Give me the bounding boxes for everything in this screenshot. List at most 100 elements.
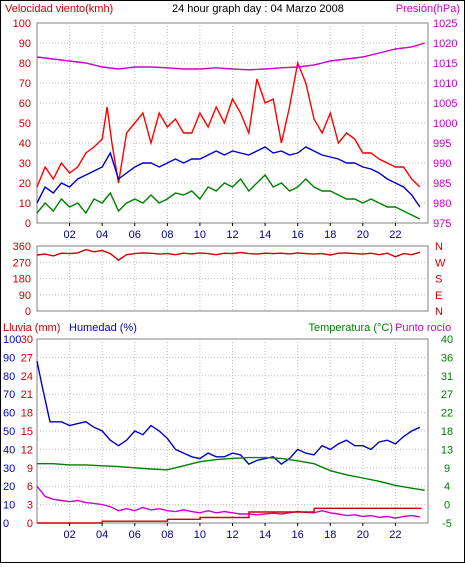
direction-axis-tick-label: 180 [13,274,31,286]
compass-label: W [435,257,446,269]
wind-xtick-label: 18 [324,229,336,241]
humidity-xtick-label: 18 [324,529,336,541]
dewpoint-axis-label: Punto rocío [395,322,451,334]
humidity-xtick-label: 06 [129,529,141,541]
wind-axis-tick-label: 0 [25,218,31,230]
humidity-xtick-label: 16 [292,529,304,541]
rain-axis-tick-label: 24 [21,371,33,383]
humidity-xtick-label: 22 [389,529,401,541]
temperature-axis-tick-label: 31 [441,371,453,383]
humidity-axis-tick-label: 70 [3,389,15,401]
rain-axis-tick-label: 3 [27,500,33,512]
wind-axis-tick-label: 60 [19,98,31,110]
wind-xtick-label: 16 [292,229,304,241]
pressure-axis-tick-label: 980 [433,198,451,210]
rain-axis-tick-label: 27 [21,352,33,364]
pressure-line [36,42,425,71]
wind-axis-tick-label: 10 [19,198,31,210]
rain-axis-tick-label: 9 [27,463,33,475]
wind-gust-line [36,60,421,188]
compass-label: N [435,241,443,253]
temperature-axis-tick-label: 13 [441,444,453,456]
rain-axis-tick-label: 30 [21,334,33,346]
compass-label: S [435,274,442,286]
rain-axis-tick-label: 21 [21,389,33,401]
wind-axis-tick-label: 80 [19,58,31,70]
humidity-axis-tick-label: 40 [3,444,15,456]
pressure-axis-tick-label: 990 [433,158,451,170]
pressure-axis-tick-label: 1010 [433,78,457,90]
temperature-axis-tick-label: 9 [444,463,450,475]
temperature-axis-tick-label: 0 [444,500,450,512]
wind-axis-tick-label: 40 [19,138,31,150]
wind-axis-tick-label: 50 [19,118,31,130]
wind-axis-tick-label: 20 [19,178,31,190]
humidity-axis-tick-label: 10 [3,500,15,512]
humidity-xtick-label: 04 [96,529,108,541]
humidity-axis-tick-label: 60 [3,408,15,420]
rain-axis-tick-label: 12 [21,444,33,456]
temperature-axis-tick-label: 4 [444,481,450,493]
temperature-axis-tick-label: 36 [441,352,453,364]
wind-average-line [36,146,421,208]
humidity-axis-tick-label: 90 [3,352,15,364]
rain-axis-tick-label: 6 [27,481,33,493]
pressure-axis-tick-label: 1020 [433,38,457,50]
direction-axis-tick-label: 90 [19,290,31,302]
rain-axis-tick-label: 18 [21,408,33,420]
humidity-xtick-label: 14 [259,529,271,541]
humidity-line [36,360,421,465]
temperature-axis-label: Temperatura (°C) [309,322,393,334]
wind-pressure-panel: 0102030405060708090100975980985990995100… [13,18,458,241]
temperature-axis-tick-label: -5 [442,518,452,530]
wind-axis-tick-label: 30 [19,158,31,170]
direction-axis-tick-label: 270 [13,257,31,269]
pressure-axis-tick-label: 1015 [433,58,457,70]
humidity-xtick-label: 20 [357,529,369,541]
humidity-xtick-label: 10 [194,529,206,541]
wind-direction-line [36,248,421,261]
dewpoint-line [36,485,421,519]
pressure-axis-tick-label: 1005 [433,98,457,110]
direction-axis-tick-label: 360 [13,241,31,253]
humidity-axis-tick-label: 20 [3,481,15,493]
direction-axis-tick-label: 0 [25,306,31,318]
rain-axis-tick-label: 15 [21,426,33,438]
pressure-axis-label: Presión(hPa) [396,3,460,15]
wind-xtick-label: 10 [194,229,206,241]
humidity-xtick-label: 02 [63,529,75,541]
pressure-axis-tick-label: 975 [433,218,451,230]
humidity-axis-tick-label: 80 [3,371,15,383]
humidity-xtick-label: 08 [161,529,173,541]
pressure-axis-tick-label: 995 [433,138,451,150]
humidity-axis-tick-label: 0 [3,518,9,530]
humidity-axis-tick-label: 50 [3,426,15,438]
wind-xtick-label: 22 [389,229,401,241]
wind-axis-tick-label: 90 [19,38,31,50]
rain-axis-tick-label: 0 [27,518,33,530]
humidity-axis-tick-label: 100 [3,334,21,346]
temperature-axis-tick-label: 22 [441,408,453,420]
humidity-xtick-label: 12 [226,529,238,541]
pressure-axis-tick-label: 1025 [433,18,457,30]
humidity-axis-tick-label: 30 [3,463,15,475]
wind-xtick-label: 06 [129,229,141,241]
compass-label: N [435,306,443,318]
humidity-temperature-panel: 0102030405060708090100036912151821242730… [3,334,453,541]
temperature-axis-tick-label: 18 [441,426,453,438]
wind-axis-label: Velocidad viento(kmh) [5,3,113,15]
rain-line [37,507,422,524]
wind-axis-tick-label: 70 [19,78,31,90]
wind-xtick-label: 12 [226,229,238,241]
pressure-axis-tick-label: 1000 [433,118,457,130]
rain-axis-label: Lluvia (mm) [3,322,60,334]
wind-xtick-label: 08 [161,229,173,241]
temperature-line [37,456,425,491]
pressure-axis-tick-label: 985 [433,178,451,190]
compass-label: E [435,290,442,302]
wind-xtick-label: 04 [96,229,108,241]
wind-xtick-label: 14 [259,229,271,241]
